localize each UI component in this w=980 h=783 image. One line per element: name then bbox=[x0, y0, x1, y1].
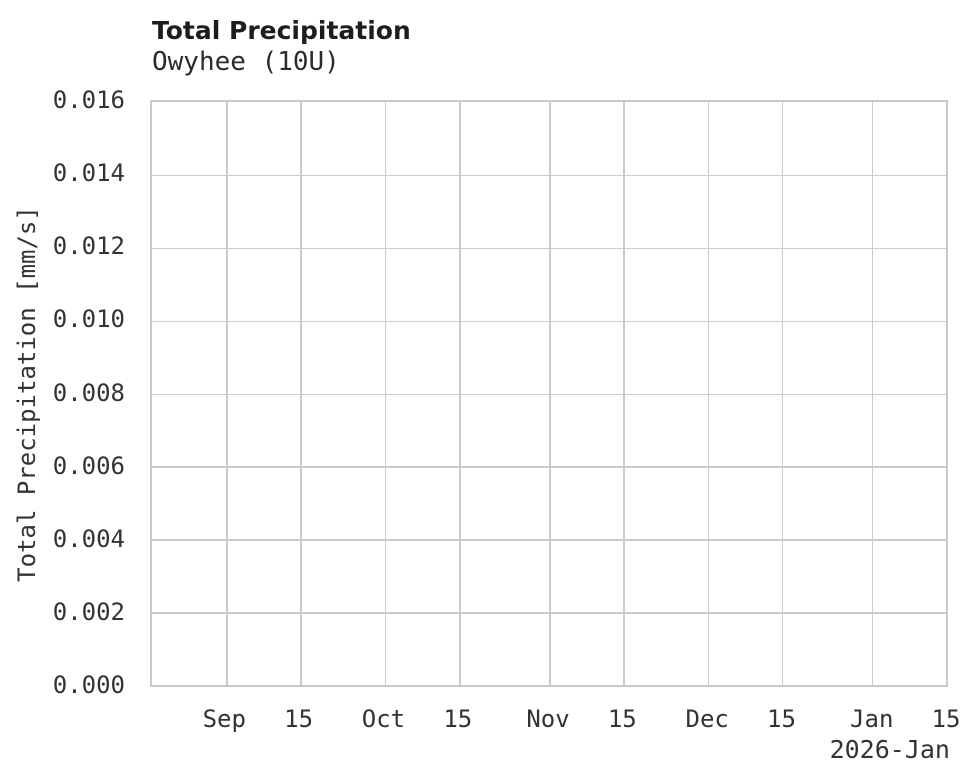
y-tick-label: 0.016 bbox=[52, 86, 125, 114]
x-tick-label: 15 bbox=[931, 705, 961, 733]
y-tick-label: 0.006 bbox=[52, 451, 125, 480]
v-gridline bbox=[300, 102, 302, 685]
v-gridline bbox=[623, 102, 625, 685]
x-tick-label: Sep bbox=[202, 705, 246, 733]
v-gridline bbox=[459, 102, 461, 685]
y-tick-label: 0.014 bbox=[52, 159, 125, 188]
x-axis-offset-label: 2026-Jan bbox=[829, 735, 950, 764]
v-gridline bbox=[871, 102, 874, 685]
v-gridline bbox=[781, 102, 784, 685]
y-tick-label: 0.000 bbox=[52, 671, 125, 699]
y-tick-label: 0.010 bbox=[52, 305, 125, 334]
v-gridline bbox=[226, 102, 228, 685]
v-gridline bbox=[384, 102, 387, 685]
v-gridline bbox=[707, 102, 710, 685]
x-tick-label: Oct bbox=[361, 705, 406, 733]
x-tick-label: Nov bbox=[526, 705, 570, 733]
chart-title: Total Precipitation bbox=[152, 16, 411, 45]
x-tick-label: 15 bbox=[284, 705, 314, 733]
y-tick-label: 0.004 bbox=[52, 524, 125, 553]
plot-area bbox=[150, 100, 948, 687]
y-tick-label: 0.002 bbox=[52, 597, 125, 626]
x-tick-label: Dec bbox=[685, 705, 729, 733]
x-tick-label: 15 bbox=[767, 705, 796, 733]
v-gridline bbox=[549, 102, 551, 685]
x-tick-label: Jan bbox=[850, 705, 894, 733]
x-tick-label: 15 bbox=[607, 705, 637, 733]
y-tick-label: 0.008 bbox=[52, 378, 125, 407]
y-tick-label: 0.012 bbox=[52, 232, 125, 261]
x-tick-label: 15 bbox=[443, 705, 473, 733]
chart-subtitle: Owyhee (10U) bbox=[152, 47, 340, 77]
